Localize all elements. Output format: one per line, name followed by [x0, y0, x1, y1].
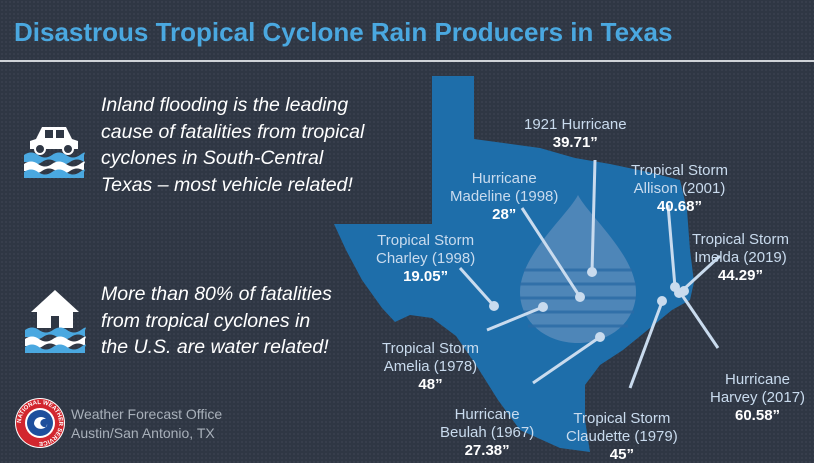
storm-label-beulah: Hurricane Beulah (1967) 27.38” — [440, 388, 534, 463]
marker-beulah — [595, 332, 605, 342]
storm-label-claudette: Tropical Storm Claudette (1979) 45” — [566, 392, 678, 463]
storm-rainfall: 48” — [418, 376, 443, 393]
marker-claudette — [657, 296, 667, 306]
office-name: Weather Forecast Office Austin/San Anton… — [71, 406, 223, 441]
storm-name: Tropical Storm Allison (2001) — [631, 162, 728, 197]
storm-name: Hurricane Beulah (1967) — [440, 406, 535, 441]
nws-logo: NATIONAL WEATHER SERVICE — [15, 398, 65, 448]
storm-rainfall: 27.38” — [464, 442, 510, 459]
storm-label-imelda: Tropical Storm Imelda (2019) 44.29” — [692, 213, 789, 303]
storm-name: Tropical Storm Claudette (1979) — [566, 410, 678, 445]
storm-markers — [489, 267, 689, 342]
storm-name: Tropical Storm Charley (1998) — [376, 232, 476, 267]
storm-name: 1921 Hurricane — [524, 116, 627, 133]
storm-rainfall: 60.58” — [735, 407, 781, 424]
storm-rainfall: 39.71” — [552, 134, 598, 151]
leader-lines — [458, 159, 722, 389]
storm-rainfall: 44.29” — [717, 267, 763, 284]
storm-label-allison: Tropical Storm Allison (2001) 40.68” — [631, 144, 728, 234]
marker-1921-hurricane — [587, 267, 597, 277]
marker-harvey — [674, 288, 684, 298]
car-flood-icon — [24, 127, 85, 178]
marker-amelia — [538, 302, 548, 312]
marker-madeline — [575, 292, 585, 302]
storm-label-charley: Tropical Storm Charley (1998) 19.05” — [376, 214, 475, 304]
title-divider — [0, 60, 814, 62]
house-flood-icon — [25, 290, 86, 353]
point-water-related: More than 80% of fatalities from tropica… — [101, 283, 332, 358]
point-inland-flooding: Inland flooding is the leading cause of … — [101, 94, 365, 196]
texas-shape — [334, 76, 694, 452]
storm-label-madeline: Hurricane Madeline (1998) 28” — [450, 152, 558, 242]
marker-charley — [489, 301, 499, 311]
storm-name: Hurricane Madeline (1998) — [450, 170, 559, 205]
storm-name: Hurricane Harvey (2017) — [710, 371, 806, 406]
storm-name: Tropical Storm Imelda (2019) — [692, 231, 789, 266]
slide-title: Disastrous Tropical Cyclone Rain Produce… — [14, 17, 673, 47]
storm-rainfall: 28” — [492, 206, 517, 223]
storm-rainfall: 45” — [609, 446, 634, 463]
storm-label-amelia: Tropical Storm Amelia (1978) 48” — [382, 322, 479, 412]
storm-rainfall: 40.68” — [656, 198, 702, 215]
storm-name: Tropical Storm Amelia (1978) — [382, 340, 479, 375]
storm-label-1921-hurricane: 1921 Hurricane 39.71” — [524, 116, 627, 152]
storm-label-harvey: Hurricane Harvey (2017) 60.58” — [710, 353, 805, 443]
storm-rainfall: 19.05” — [403, 268, 449, 285]
